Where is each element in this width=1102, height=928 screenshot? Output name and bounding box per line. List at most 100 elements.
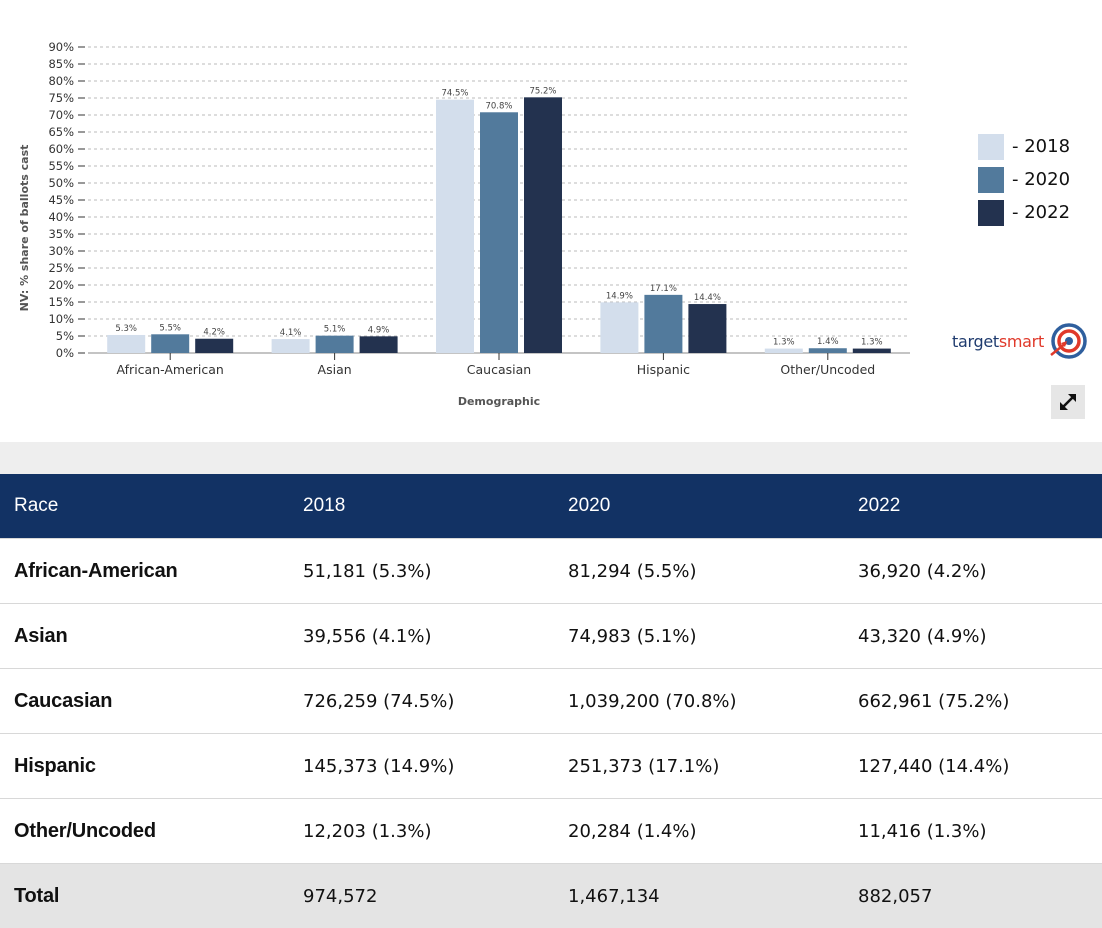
bar: [480, 112, 518, 353]
y-tick-label: 0%: [56, 346, 74, 360]
legend: - 2018 - 2020 - 2022: [978, 130, 1070, 229]
bar: [360, 336, 398, 353]
cell-2020: 20,284 (1.4%): [568, 799, 858, 864]
bar: [316, 336, 354, 353]
cell-2022: 43,320 (4.9%): [858, 604, 1102, 669]
table-header-row: Race 2018 2020 2022: [0, 474, 1102, 539]
data-label: 75.2%: [529, 86, 556, 96]
x-tick-label: African-American: [117, 362, 224, 377]
cell-2018: 39,556 (4.1%): [303, 604, 568, 669]
data-label: 74.5%: [441, 89, 468, 99]
y-tick-label: 5%: [56, 329, 74, 343]
y-tick-label: 60%: [48, 142, 74, 156]
header-2022[interactable]: 2022: [858, 474, 1102, 539]
bar: [524, 97, 562, 353]
y-tick-label: 15%: [48, 295, 74, 309]
bar: [853, 349, 891, 353]
bar: [688, 304, 726, 353]
row-label: Other/Uncoded: [0, 799, 303, 864]
legend-item-2018[interactable]: - 2018: [978, 130, 1070, 163]
total-2020: 1,467,134: [568, 864, 858, 928]
y-tick-label: 50%: [48, 176, 74, 190]
cell-2018: 12,203 (1.3%): [303, 799, 568, 864]
data-label: 4.2%: [203, 328, 225, 338]
data-label: 14.9%: [606, 291, 633, 301]
total-label: Total: [0, 864, 303, 928]
y-tick-label: 45%: [48, 193, 74, 207]
y-tick-label: 75%: [48, 91, 74, 105]
total-2018: 974,572: [303, 864, 568, 928]
row-label: Asian: [0, 604, 303, 669]
x-tick-label: Hispanic: [637, 362, 690, 377]
data-label: 4.9%: [368, 325, 390, 335]
expand-arrows-icon: [1057, 391, 1079, 413]
y-tick-label: 80%: [48, 74, 74, 88]
header-race[interactable]: Race: [0, 474, 303, 539]
cell-2018: 145,373 (14.9%): [303, 734, 568, 799]
legend-label-2018: - 2018: [1012, 136, 1070, 157]
y-tick-label: 70%: [48, 108, 74, 122]
x-tick-label: Caucasian: [467, 362, 531, 377]
legend-item-2020[interactable]: - 2020: [978, 163, 1070, 196]
legend-swatch-2018: [978, 134, 1004, 160]
expand-button[interactable]: [1051, 385, 1085, 419]
y-tick-label: 90%: [48, 40, 74, 54]
section-divider: [0, 442, 1102, 474]
cell-2018: 51,181 (5.3%): [303, 539, 568, 604]
table-total-row: Total 974,572 1,467,134 882,057: [0, 864, 1102, 928]
data-label: 1.4%: [817, 337, 839, 347]
table-row: Asian 39,556 (4.1%) 74,983 (5.1%) 43,320…: [0, 604, 1102, 669]
cell-2018: 726,259 (74.5%): [303, 669, 568, 734]
y-axis-title: NV: % share of ballots cast: [18, 145, 31, 312]
logo-text-target: target: [952, 332, 999, 351]
data-label: 14.4%: [694, 293, 721, 303]
data-label: 5.3%: [115, 324, 137, 334]
table-row: Other/Uncoded 12,203 (1.3%) 20,284 (1.4%…: [0, 799, 1102, 864]
bullseye-icon: [1047, 321, 1087, 361]
legend-item-2022[interactable]: - 2022: [978, 196, 1070, 229]
row-label: Hispanic: [0, 734, 303, 799]
y-tick-label: 25%: [48, 261, 74, 275]
bar: [600, 302, 638, 353]
y-tick-label: 20%: [48, 278, 74, 292]
bar: [107, 335, 145, 353]
results-table: Race 2018 2020 2022 African-American 51,…: [0, 474, 1102, 928]
x-axis-title: Demographic: [458, 395, 540, 408]
bar-chart: 0%5%10%15%20%25%30%35%40%45%50%55%60%65%…: [0, 0, 1102, 442]
cell-2020: 74,983 (5.1%): [568, 604, 858, 669]
bar: [765, 349, 803, 353]
y-tick-label: 85%: [48, 57, 74, 71]
header-2020[interactable]: 2020: [568, 474, 858, 539]
data-label: 4.1%: [280, 328, 302, 338]
y-tick-label: 65%: [48, 125, 74, 139]
x-tick-label: Other/Uncoded: [780, 362, 875, 377]
data-label: 5.1%: [324, 325, 346, 335]
cell-2022: 11,416 (1.3%): [858, 799, 1102, 864]
bar: [272, 339, 310, 353]
cell-2022: 127,440 (14.4%): [858, 734, 1102, 799]
cell-2020: 1,039,200 (70.8%): [568, 669, 858, 734]
data-label: 5.5%: [159, 323, 181, 333]
bar: [436, 100, 474, 353]
legend-swatch-2022: [978, 200, 1004, 226]
total-2022: 882,057: [858, 864, 1102, 928]
y-tick-label: 40%: [48, 210, 74, 224]
y-tick-label: 30%: [48, 244, 74, 258]
data-label: 17.1%: [650, 284, 677, 294]
bar: [809, 348, 847, 353]
chart-area: 0%5%10%15%20%25%30%35%40%45%50%55%60%65%…: [0, 0, 1102, 442]
legend-swatch-2020: [978, 167, 1004, 193]
legend-label-2022: - 2022: [1012, 202, 1070, 223]
y-tick-label: 35%: [48, 227, 74, 241]
row-label: African-American: [0, 539, 303, 604]
cell-2020: 81,294 (5.5%): [568, 539, 858, 604]
cell-2020: 251,373 (17.1%): [568, 734, 858, 799]
x-tick-label: Asian: [318, 362, 352, 377]
legend-label-2020: - 2020: [1012, 169, 1070, 190]
header-2018[interactable]: 2018: [303, 474, 568, 539]
data-label: 1.3%: [861, 338, 883, 348]
bar: [195, 339, 233, 353]
y-tick-label: 55%: [48, 159, 74, 173]
table-row: Hispanic 145,373 (14.9%) 251,373 (17.1%)…: [0, 734, 1102, 799]
